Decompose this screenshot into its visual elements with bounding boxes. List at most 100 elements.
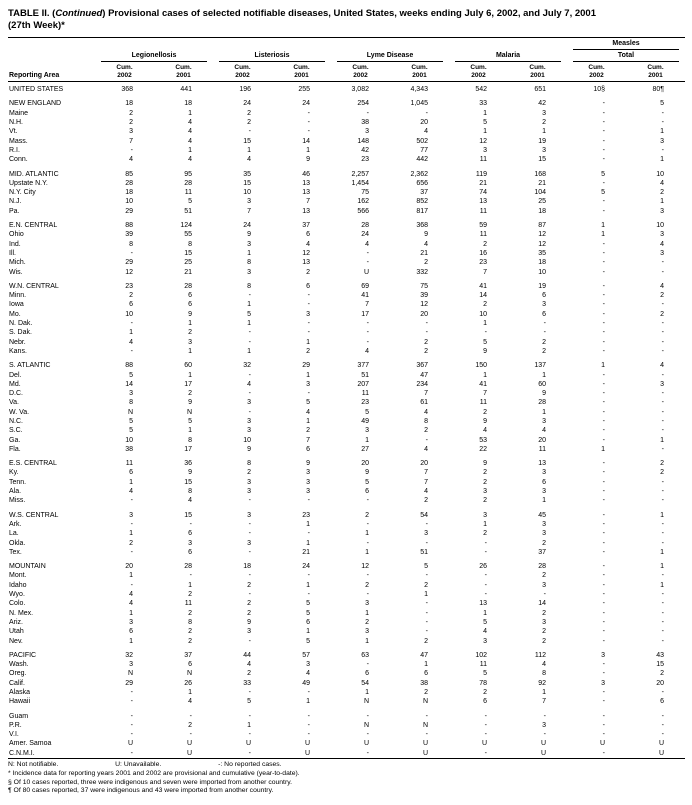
value-cell: 10§ — [593, 86, 605, 94]
value-cell: - — [602, 408, 605, 416]
value-cell: 32 — [125, 651, 133, 659]
value-cell: - — [425, 109, 428, 117]
value-cell: 1,454 — [351, 179, 369, 187]
value-cell: - — [602, 128, 605, 136]
value-cell: - — [130, 497, 133, 505]
value-cell: 5 — [306, 600, 310, 608]
value-cell: 4 — [424, 445, 428, 453]
value-cell: 2,257 — [351, 170, 369, 178]
value-cell: 29 — [125, 207, 133, 215]
title-continued: Continued — [55, 8, 103, 19]
value-cell: - — [661, 146, 664, 154]
value-cell: - — [602, 282, 605, 290]
value-cell: 1 — [660, 563, 664, 571]
value-cell: - — [602, 618, 605, 626]
value-cell: - — [189, 572, 192, 580]
reporting-area-cell: Mich. — [9, 259, 26, 267]
row-w-va: W. Va. N N - 4 5 4 2 1 - - — [8, 408, 685, 417]
row-n-j: N.J. 10 5 3 7 162 852 13 25 - 1 — [8, 197, 685, 206]
value-cell: - — [366, 338, 369, 346]
value-cell: 2 — [660, 469, 664, 477]
value-cell: - — [602, 488, 605, 496]
value-cell: 36 — [184, 460, 192, 468]
reporting-area-cell: S. Dak. — [9, 329, 32, 337]
value-cell: - — [189, 731, 192, 739]
row-maine: Maine 2 1 2 - - - 1 3 - - — [8, 109, 685, 118]
value-cell: 9 — [483, 417, 487, 425]
value-cell: - — [661, 600, 664, 608]
value-cell: 2 — [306, 347, 310, 355]
value-cell: 1 — [188, 371, 192, 379]
value-cell: 5 — [306, 637, 310, 645]
value-cell: - — [661, 530, 664, 538]
value-cell: 28 — [361, 222, 369, 230]
value-cell: 4 — [247, 156, 251, 164]
value-cell: 2 — [483, 530, 487, 538]
value-cell: 12 — [420, 301, 428, 309]
value-cell: U — [540, 740, 546, 748]
value-cell: 6 — [306, 231, 310, 239]
row-tenn: Tenn. 1 15 3 3 5 7 2 6 - - — [8, 478, 685, 487]
value-cell: 18 — [125, 189, 133, 197]
value-cell: 8 — [424, 417, 428, 425]
reporting-area-cell: N.H. — [9, 119, 23, 127]
value-cell: - — [307, 572, 310, 580]
value-cell: 22 — [479, 445, 487, 453]
row-fla: Fla. 38 17 9 6 27 4 22 11 1- — [8, 445, 685, 454]
value-cell: 1 — [188, 427, 192, 435]
value-cell: 1 — [660, 198, 664, 206]
value-cell: - — [130, 347, 133, 355]
value-cell: 3 — [306, 478, 310, 486]
value-cell: - — [248, 371, 251, 379]
value-cell: 1 — [542, 371, 546, 379]
value-cell: - — [602, 530, 605, 538]
reporting-area-cell: Kans. — [9, 347, 27, 355]
value-cell: 367 — [416, 362, 428, 370]
value-cell: 5 — [483, 119, 487, 127]
value-cell: - — [248, 731, 251, 739]
row-n-dak: N. Dak. - 1 1 - - - 1 - - - — [8, 319, 685, 328]
reporting-area-cell: S.C. — [9, 427, 23, 435]
value-cell: 9 — [306, 156, 310, 164]
value-cell: 20 — [538, 436, 546, 444]
value-cell: 13 — [302, 179, 310, 187]
reporting-area-cell: Tenn. — [9, 478, 27, 486]
value-cell: 9 — [247, 618, 251, 626]
value-cell: - — [661, 721, 664, 729]
value-cell: 2 — [660, 189, 664, 197]
reporting-area-cell: Guam — [9, 712, 29, 720]
value-cell: 29 — [302, 362, 310, 370]
value-cell: 2 — [660, 292, 664, 300]
value-cell: 11 — [538, 445, 546, 453]
value-cell: 368 — [416, 222, 428, 230]
value-cell: 2 — [483, 469, 487, 477]
row-colo: Colo. 4 11 2 5 3 - 13 14 - - — [8, 599, 685, 608]
value-cell: - — [307, 689, 310, 696]
value-cell: 7 — [483, 390, 487, 398]
row-ark: Ark. - - - 1 - - 1 3 - - — [8, 520, 685, 529]
row-r-i: R.I. - 1 1 1 42 77 3 3 - - — [8, 146, 685, 155]
value-cell: - — [307, 530, 310, 538]
value-cell: 9 — [247, 445, 251, 453]
value-cell: - — [130, 548, 133, 556]
value-cell: 4 — [306, 240, 310, 248]
value-cell: 4 — [542, 427, 546, 435]
value-cell: 14 — [125, 380, 133, 388]
value-cell: - — [661, 347, 664, 355]
reporting-area-cell: Mont. — [9, 572, 27, 580]
value-cell: 87 — [538, 222, 546, 230]
value-cell: 377 — [357, 362, 369, 370]
value-cell: 6 — [188, 548, 192, 556]
value-cell: 23 — [302, 511, 310, 519]
reporting-area-cell: MID. ATLANTIC — [9, 170, 59, 178]
value-cell: 4 — [660, 362, 664, 370]
value-cell: 11 — [479, 207, 487, 215]
value-cell: 17 — [184, 445, 192, 453]
value-cell: - — [661, 399, 664, 407]
value-cell: U — [540, 749, 546, 757]
value-cell: 1 — [365, 530, 369, 538]
value-cell: 3 — [483, 637, 487, 645]
value-cell: 1 — [129, 637, 133, 645]
row-mid-atlantic: MID. ATLANTIC 85 95 35 46 2,257 2,362 119 168 5 10 — [8, 170, 685, 179]
value-cell: 104 — [534, 189, 546, 197]
